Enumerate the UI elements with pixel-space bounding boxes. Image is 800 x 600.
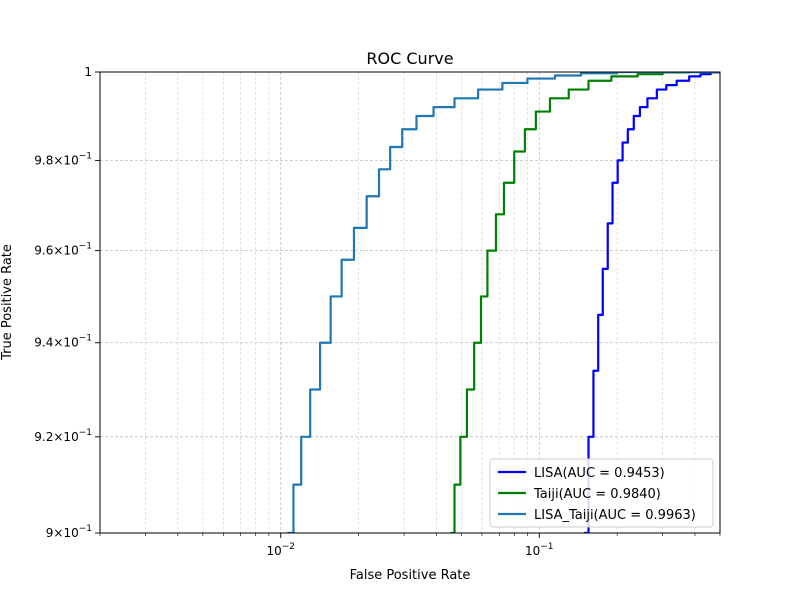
y-tick-label: 1 bbox=[84, 65, 92, 79]
series-line-2 bbox=[450, 72, 720, 533]
y-axis-title: True Positive Rate bbox=[0, 244, 15, 361]
axis-ticks: 10−2 10−1 9×10−1 9.2×10−1 9.4×10−1 9.6×10−1 9.… bbox=[34, 65, 721, 558]
series-line-3 bbox=[287, 72, 720, 533]
x-axis-title: False Positive Rate bbox=[350, 568, 471, 583]
series-line-1 bbox=[584, 72, 720, 533]
x-tick-label: 10−1 bbox=[525, 542, 554, 558]
y-tick-label: 9.4×10−1 bbox=[34, 334, 92, 350]
legend: LISA(AUC = 0.9453) Taiji(AUC = 0.9840) LIS… bbox=[489, 458, 714, 528]
legend-label-2: Taiji(AUC = 0.9840) bbox=[533, 487, 661, 502]
y-tick-label: 9×10−1 bbox=[46, 524, 92, 540]
y-tick-label: 9.2×10−1 bbox=[34, 428, 92, 444]
y-tick-label: 9.6×10−1 bbox=[34, 242, 92, 258]
series-lines bbox=[287, 72, 720, 533]
legend-label-1: LISA(AUC = 0.9453) bbox=[534, 466, 665, 481]
plot-frame bbox=[99, 71, 721, 534]
legend-label-3: LISA_Taiji(AUC = 0.9963) bbox=[534, 508, 696, 523]
x-tick-label: 10−2 bbox=[266, 542, 295, 558]
y-tick-label: 9.8×10−1 bbox=[34, 151, 92, 167]
chart-title: ROC Curve bbox=[366, 49, 453, 68]
legend-box bbox=[489, 458, 714, 528]
